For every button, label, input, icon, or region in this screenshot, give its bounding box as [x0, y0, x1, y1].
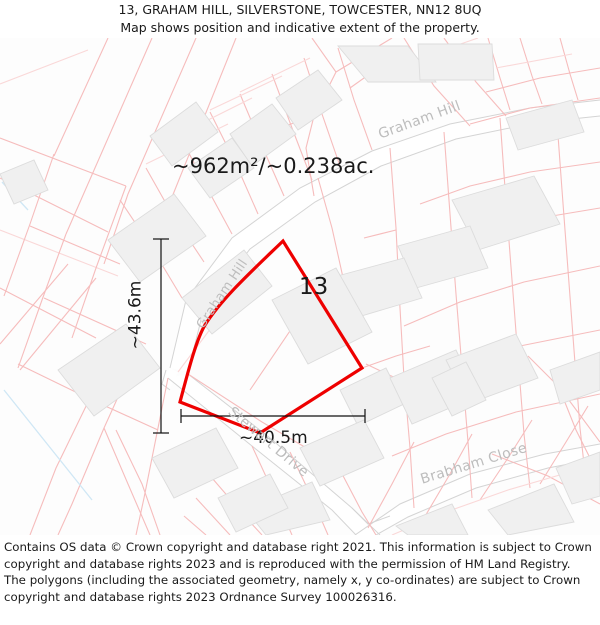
- footer: Contains OS data © Crown copyright and d…: [0, 535, 600, 625]
- area-label: ~962m²/~0.238ac.: [172, 154, 375, 178]
- page-title: 13, GRAHAM HILL, SILVERSTONE, TOWCESTER,…: [118, 2, 482, 17]
- dimension-lines: [153, 238, 366, 434]
- dimension-width-label: ~40.5m: [239, 428, 308, 448]
- road-fills: [160, 100, 600, 535]
- map-vector-layer: [0, 38, 600, 535]
- header: 13, GRAHAM HILL, SILVERSTONE, TOWCESTER,…: [0, 0, 600, 38]
- property-boundary: [178, 238, 365, 435]
- page-subtitle: Map shows position and indicative extent…: [120, 20, 480, 35]
- copyright-credit: Contains OS data © Crown copyright and d…: [4, 540, 592, 604]
- plot-number-label: 13: [299, 274, 329, 300]
- buildings: [0, 43, 600, 535]
- dimension-height-label: ~43.6m: [125, 280, 146, 350]
- map-canvas[interactable]: ~962m²/~0.238ac. 13 ~43.6m ~40.5m Graham…: [0, 38, 600, 535]
- stream-line: [1, 181, 93, 501]
